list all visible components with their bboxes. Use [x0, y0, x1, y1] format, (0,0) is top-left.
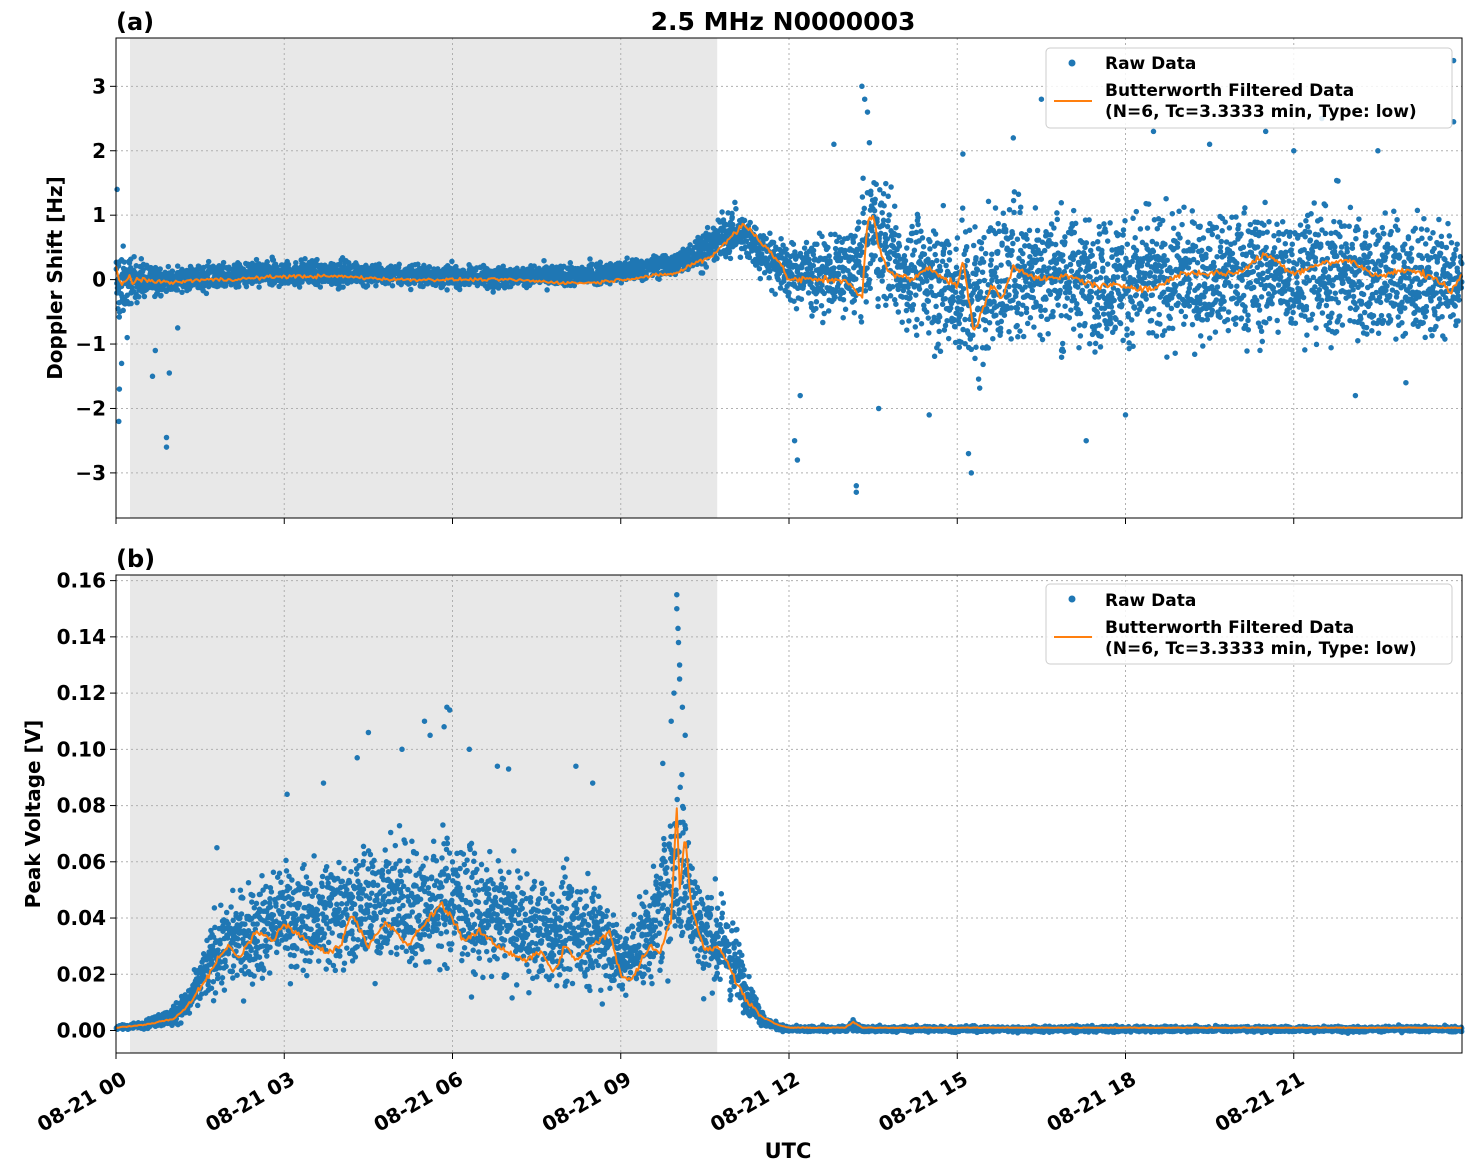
voltage-ytick-label-5: 0.10: [57, 737, 106, 761]
doppler-ytick-label-1: 2: [92, 139, 106, 163]
voltage-ytick-label-4: 0.08: [57, 794, 106, 818]
chart-title: 2.5 MHz N0000003: [651, 7, 916, 36]
voltage-ytick-label-2: 0.04: [57, 906, 106, 930]
doppler-panel: 3 2 1 0 −1 −2 −3 (a) 2.5 MHz N0000003 Doppler …: [43, 7, 1465, 524]
voltage-filtered-line: [115, 807, 1463, 1030]
doppler-legend-box: [1045, 47, 1453, 129]
doppler-filtered-line: [115, 215, 1463, 331]
doppler-legend-raw-marker: [1068, 59, 1076, 67]
doppler-y-ticks: 3 2 1 0 −1 −2 −3: [75, 74, 116, 485]
voltage-legend-box: [1045, 583, 1453, 665]
panel-label-b: (b): [116, 545, 155, 573]
voltage-ytick-label-3: 0.06: [57, 850, 106, 874]
doppler-x-ticks: [115, 518, 1295, 524]
voltage-ytick-label-6: 0.12: [57, 681, 106, 705]
voltage-legend-raw-marker: [1068, 595, 1076, 603]
voltage-legend-raw-label: Raw Data: [1105, 591, 1196, 611]
doppler-y-axis-label: Doppler Shift [Hz]: [43, 176, 67, 380]
doppler-ytick-label-0: 3: [92, 74, 106, 98]
panel-label-a: (a): [116, 8, 154, 36]
voltage-y-axis-label: Peak Voltage [V]: [21, 720, 45, 909]
voltage-ytick-label-0: 0.00: [57, 1019, 106, 1043]
doppler-ytick-label-2: 1: [92, 203, 106, 227]
doppler-ytick-label-6: −3: [75, 461, 106, 485]
doppler-ytick-label-4: −1: [75, 332, 106, 356]
voltage-ytick-label-1: 0.02: [57, 962, 106, 986]
doppler-ytick-label-3: 0: [92, 268, 106, 292]
voltage-ytick-label-8: 0.16: [57, 569, 106, 593]
x-axis-label: UTC: [765, 1139, 812, 1163]
doppler-filtered-line-group: [115, 215, 1463, 331]
doppler-legend: Raw Data Butterworth Filtered Data (N=6,…: [1045, 47, 1453, 129]
voltage-y-ticks: 0.00 0.02 0.04 0.06 0.08 0.10 0.12 0.14 0.16: [57, 569, 116, 1043]
voltage-legend: Raw Data Butterworth Filtered Data (N=6,…: [1045, 583, 1453, 665]
voltage-legend-filtered-label: Butterworth Filtered Data: [1105, 618, 1354, 638]
voltage-legend-filtered-params: (N=6, Tc=3.3333 min, Type: low): [1105, 639, 1417, 659]
doppler-legend-filtered-params: (N=6, Tc=3.3333 min, Type: low): [1105, 102, 1417, 122]
doppler-legend-filtered-label: Butterworth Filtered Data: [1105, 81, 1354, 101]
doppler-ytick-label-5: −2: [75, 396, 106, 420]
voltage-ytick-label-7: 0.14: [57, 625, 106, 649]
doppler-legend-raw-label: Raw Data: [1105, 54, 1196, 74]
voltage-filtered-line-group: [115, 807, 1463, 1030]
